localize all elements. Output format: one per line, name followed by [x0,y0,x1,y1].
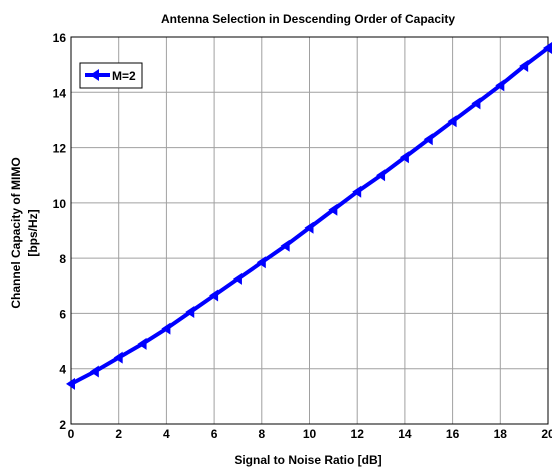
y-tick-label: 4 [59,363,66,377]
x-tick-label: 18 [494,427,508,441]
x-axis-label: Signal to Noise Ratio [dB] [234,453,381,467]
y-tick-label: 12 [53,142,67,156]
data-point-marker [113,351,123,364]
y-axis-label-line1: Channel Capacity of MIMO [9,157,23,308]
data-point-marker [399,151,409,164]
series-layer [66,42,552,390]
x-tick-label: 10 [303,427,317,441]
data-point-marker [328,203,338,216]
data-point-marker [376,169,386,182]
data-point-marker [495,79,505,92]
y-axis-label-line2: [bps/Hz] [26,209,40,256]
data-point-marker [519,60,529,73]
legend: M=2 [79,62,143,89]
y-tick-label: 2 [59,418,66,432]
data-point-marker [543,42,552,55]
x-tick-label: 16 [446,427,460,441]
data-point-marker [232,272,242,285]
data-point-marker [161,322,171,335]
y-tick-label: 16 [53,31,67,45]
x-tick-label: 2 [115,427,122,441]
data-point-marker [209,289,219,302]
data-point-marker [471,97,481,110]
x-tick-label: 0 [68,427,75,441]
y-tick-label: 6 [59,307,66,321]
data-point-marker [423,133,433,146]
legend-marker [90,69,99,81]
data-point-marker [66,377,75,390]
x-tick-label: 6 [211,427,218,441]
x-tick-label: 14 [398,427,412,441]
data-point-marker [185,306,195,319]
x-tick-label: 20 [541,427,552,441]
x-tick-label: 4 [163,427,170,441]
x-tick-label: 8 [258,427,265,441]
y-tick-label: 8 [59,252,66,266]
chart-title: Antenna Selection in Descending Order of… [161,12,455,26]
data-point-marker [447,115,457,128]
grid [71,37,548,424]
data-point-marker [304,221,314,234]
data-point-marker [137,337,147,350]
data-point-marker [352,185,362,198]
legend-label: M=2 [112,69,136,83]
plot-area-border [70,36,549,425]
y-tick-label: 10 [53,197,67,211]
data-point-marker [280,239,290,252]
data-point-marker [89,365,99,378]
y-tick-label: 14 [53,86,67,100]
x-tick-label: 12 [351,427,365,441]
data-point-marker [256,256,266,269]
